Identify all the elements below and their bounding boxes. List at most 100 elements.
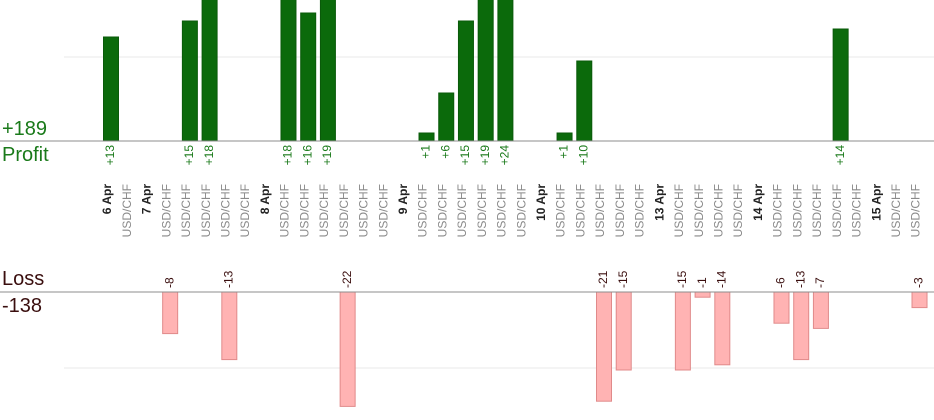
date-label: 14 Apr — [751, 184, 765, 221]
loss-total: -138 — [2, 295, 43, 317]
profit-value-label: +10 — [576, 145, 590, 166]
profit-bar — [556, 132, 573, 142]
pair-label: USD/CHF — [909, 184, 923, 237]
profit-bar — [832, 28, 849, 142]
pair-label: USD/CHF — [179, 184, 193, 237]
pair-label: USD/CHF — [376, 184, 390, 237]
date-label: 10 Apr — [534, 184, 548, 221]
pair-label: USD/CHF — [514, 184, 528, 237]
pair-label: USD/CHF — [692, 184, 706, 237]
pair-label: USD/CHF — [297, 184, 311, 237]
pair-label: USD/CHF — [435, 184, 449, 237]
pair-label: USD/CHF — [199, 184, 213, 237]
profit-value-label: +14 — [833, 145, 847, 166]
pair-label: USD/CHF — [218, 184, 232, 237]
profit-bar — [181, 20, 198, 142]
pair-label: USD/CHF — [159, 184, 173, 237]
loss-value-label: -21 — [596, 270, 610, 288]
profit-value-label: +18 — [202, 145, 216, 166]
pair-label: USD/CHF — [416, 184, 430, 237]
profit-value-label: +6 — [438, 145, 452, 159]
pair-label: USD/CHF — [810, 184, 824, 237]
profit-bar — [201, 0, 218, 142]
loss-value-label: -13 — [793, 270, 807, 288]
date-label: 13 Apr — [652, 184, 666, 221]
pair-label: USD/CHF — [850, 184, 864, 237]
date-label: 9 Apr — [396, 184, 410, 215]
profit-bar — [280, 0, 297, 142]
date-label: 15 Apr — [869, 184, 883, 221]
pair-label: USD/CHF — [593, 184, 607, 237]
loss-value-label: -3 — [912, 277, 926, 288]
profit-value-label: +15 — [182, 145, 196, 166]
loss-value-label: -1 — [695, 277, 709, 288]
loss-bar — [773, 291, 790, 324]
pair-label: USD/CHF — [573, 184, 587, 237]
pair-label: USD/CHF — [278, 184, 292, 237]
pair-label: USD/CHF — [889, 184, 903, 237]
pair-label: USD/CHF — [475, 184, 489, 237]
profit-bar — [457, 20, 474, 142]
profit-bar — [497, 0, 514, 142]
pair-label: USD/CHF — [238, 184, 252, 237]
loss-bar — [812, 291, 829, 329]
loss-bar — [162, 291, 179, 335]
profit-bar — [103, 36, 119, 142]
loss-bar — [674, 291, 691, 371]
pair-label: USD/CHF — [554, 184, 568, 237]
profit-bars — [103, 0, 849, 142]
pair-label: USD/CHF — [672, 184, 686, 237]
profit-total: +189 — [2, 118, 48, 140]
profit-bar — [319, 0, 336, 142]
pair-label: USD/CHF — [830, 184, 844, 237]
pair-label: USD/CHF — [790, 184, 804, 237]
loss-bar — [615, 291, 632, 371]
pair-label: USD/CHF — [120, 184, 134, 237]
date-label: 7 Apr — [140, 184, 154, 215]
profit-bar — [576, 60, 593, 142]
profit-value-label: +19 — [478, 145, 492, 166]
pair-label: USD/CHF — [337, 184, 351, 237]
profit-value-label: +16 — [300, 145, 314, 166]
loss-bar — [596, 291, 612, 402]
profit-value-label: +1 — [557, 145, 571, 159]
profit-value-label: +15 — [458, 145, 472, 166]
profit-bar — [477, 0, 494, 142]
loss-bar — [911, 291, 928, 309]
profit-bar — [418, 132, 435, 142]
loss-bar — [221, 291, 238, 361]
loss-value-label: -15 — [616, 270, 630, 288]
pair-label: USD/CHF — [357, 184, 371, 237]
loss-value-label: -6 — [774, 277, 788, 288]
loss-value-label: -15 — [675, 270, 689, 288]
loss-bars — [162, 291, 928, 407]
profit-value-label: +19 — [320, 145, 334, 166]
profit-label: Profit — [2, 144, 49, 166]
profit-bar — [300, 12, 317, 142]
loss-bar — [339, 291, 356, 407]
loss-value-label: -8 — [162, 277, 176, 288]
loss-bar — [694, 291, 711, 298]
loss-bar — [793, 291, 810, 361]
pair-label: USD/CHF — [771, 184, 785, 237]
date-label: 6 Apr — [100, 184, 114, 215]
pair-label: USD/CHF — [633, 184, 647, 237]
value-labels: +13 +15 +18 +18 +16 +19 +1 +6 +15 +19 +24 +1 +10 +14 -… — [103, 145, 926, 288]
loss-label: Loss — [2, 268, 45, 290]
date-label: 8 Apr — [258, 184, 272, 215]
profit-value-label: +13 — [103, 145, 117, 166]
pair-label: USD/CHF — [495, 184, 509, 237]
loss-value-label: -22 — [340, 270, 354, 288]
category-labels: 6 Apr USD/CHF 7 Apr USD/CHF USD/CHF USD/CHF US… — [100, 184, 923, 238]
profit-value-label: +24 — [498, 145, 512, 166]
profit-bar — [438, 92, 455, 142]
profit-value-label: +18 — [281, 145, 295, 166]
pair-label: USD/CHF — [455, 184, 469, 237]
loss-value-label: -14 — [714, 270, 728, 288]
pair-label: USD/CHF — [711, 184, 725, 237]
pair-label: USD/CHF — [613, 184, 627, 237]
pair-label: USD/CHF — [317, 184, 331, 237]
loss-bar — [714, 291, 731, 366]
profit-value-label: +1 — [419, 145, 433, 159]
